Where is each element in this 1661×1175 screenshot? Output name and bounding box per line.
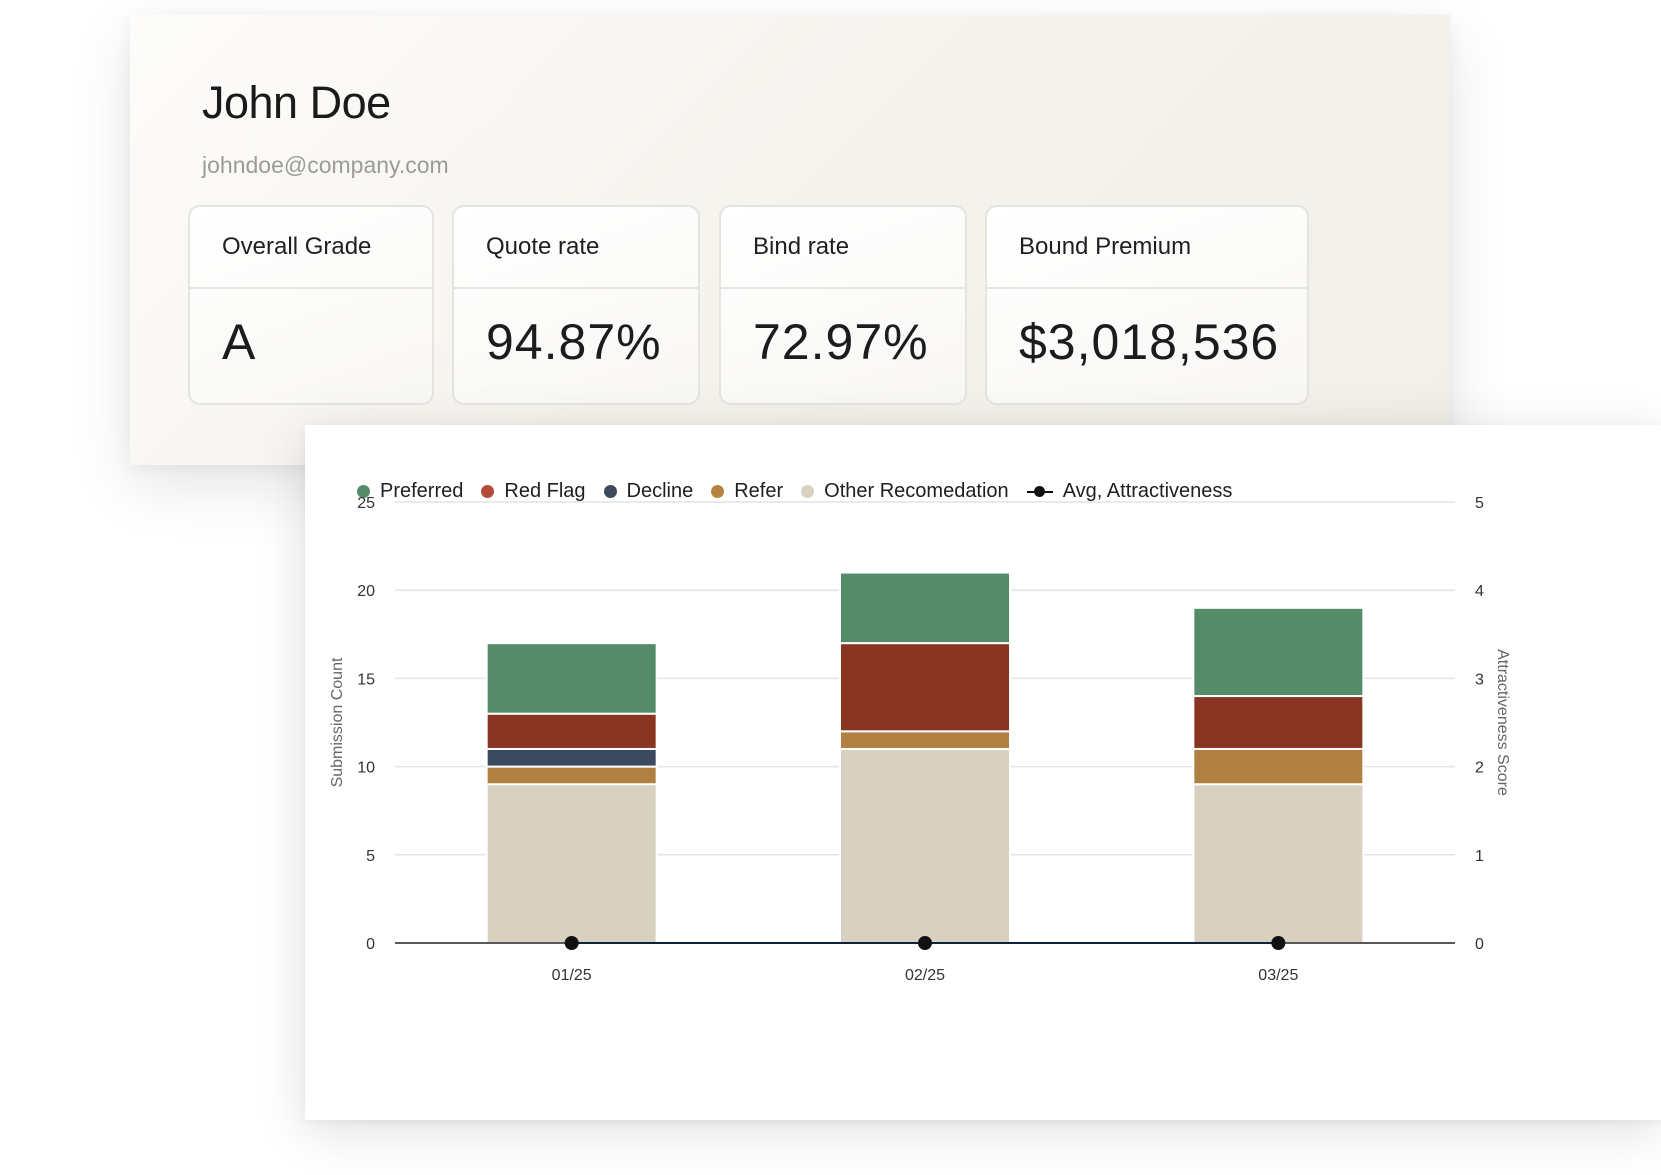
bar-segment-preferred xyxy=(485,642,658,715)
legend-item-other-recomedation[interactable]: Other Recomedation xyxy=(801,480,1009,503)
legend-item-avg-attractiveness[interactable]: Avg, Attractiveness xyxy=(1026,480,1233,503)
y-tick-label: 10 xyxy=(357,760,375,777)
y-tick-label: 25 xyxy=(357,495,375,512)
bar-segment-refer xyxy=(839,730,1011,750)
stat-value: $3,018,536 xyxy=(1019,314,1280,370)
legend-swatch xyxy=(801,485,815,498)
stat-label: Overall Grade xyxy=(190,207,432,289)
y-axis-title: Submission Count xyxy=(329,657,346,787)
bar-segment-preferred xyxy=(839,571,1011,645)
stat-label: Bind rate xyxy=(721,207,965,289)
y2-axis-title: Attractiveness Score xyxy=(1494,649,1511,796)
legend-swatch xyxy=(711,485,725,498)
chart-card: Preferred Red Flag Decline Refer Other R… xyxy=(305,425,1661,1120)
legend-item-refer[interactable]: Refer xyxy=(711,480,783,503)
y-tick-label: 0 xyxy=(366,936,375,953)
avg-attractiveness-point xyxy=(918,936,932,950)
legend-swatch xyxy=(481,485,495,498)
legend-item-decline[interactable]: Decline xyxy=(603,480,694,503)
stat-overall-grade: Overall Grade A xyxy=(188,205,434,405)
x-tick-label: 03/25 xyxy=(1258,967,1298,984)
legend-label: Other Recomedation xyxy=(824,480,1009,502)
stat-value: 94.87% xyxy=(486,314,662,370)
bar-segment-refer xyxy=(1192,747,1365,786)
y2-tick-label: 3 xyxy=(1475,671,1484,688)
x-tick-label: 02/25 xyxy=(905,967,945,984)
stat-value: 72.97% xyxy=(753,314,929,370)
legend-label: Refer xyxy=(734,480,784,502)
legend-swatch xyxy=(603,485,617,498)
x-tick-label: 01/25 xyxy=(552,967,592,984)
legend-line-marker-icon xyxy=(1026,485,1053,498)
bar-segment-red-flag xyxy=(485,712,658,750)
avg-attractiveness-point xyxy=(1271,936,1286,950)
bar-segment-refer xyxy=(485,765,658,786)
bar-segment-other-recomedation xyxy=(485,783,658,944)
bar-segment-red-flag xyxy=(839,642,1011,733)
y2-tick-label: 0 xyxy=(1475,936,1484,953)
user-email: johndoe@company.com xyxy=(202,152,449,178)
y-tick-label: 5 xyxy=(366,848,375,865)
bar-segment-red-flag xyxy=(1192,695,1365,750)
legend-swatch xyxy=(357,485,370,498)
profile-card: John Doe johndoe@company.com Overall Gra… xyxy=(130,15,1450,465)
y2-tick-label: 2 xyxy=(1475,760,1484,777)
y2-tick-label: 5 xyxy=(1475,495,1484,512)
y-tick-label: 20 xyxy=(357,583,375,600)
stat-bound-premium: Bound Premium $3,018,536 xyxy=(985,205,1309,405)
user-name: John Doe xyxy=(202,77,391,128)
legend-label: Avg, Attractiveness xyxy=(1062,480,1233,502)
stat-value: A xyxy=(222,314,257,370)
stacked-bar-chart: 0 5 10 15 20 25 0 1 2 3 4 5 Submission Count Attracti… xyxy=(329,495,1511,984)
bar-segment-other-recomedation xyxy=(839,747,1011,944)
y-tick-label: 15 xyxy=(357,671,375,688)
bar-segment-other-recomedation xyxy=(1192,783,1365,944)
stat-label: Bound Premium xyxy=(987,207,1307,289)
y2-tick-label: 1 xyxy=(1475,848,1484,865)
stat-bind-rate: Bind rate 72.97% xyxy=(719,205,967,405)
chart-legend: Preferred Red Flag Decline Refer Other R… xyxy=(357,480,1250,503)
y2-tick-label: 4 xyxy=(1475,583,1484,600)
legend-label: Red Flag xyxy=(504,480,586,502)
legend-label: Decline xyxy=(626,480,694,502)
legend-label: Preferred xyxy=(380,480,464,502)
legend-item-red-flag[interactable]: Red Flag xyxy=(481,480,586,503)
avg-attractiveness-point xyxy=(564,936,579,950)
bar-segment-decline xyxy=(485,747,658,768)
stat-quote-rate: Quote rate 94.87% xyxy=(452,205,700,405)
bar-segment-preferred xyxy=(1192,606,1365,698)
stat-label: Quote rate xyxy=(454,207,698,289)
legend-item-preferred[interactable]: Preferred xyxy=(357,480,463,503)
